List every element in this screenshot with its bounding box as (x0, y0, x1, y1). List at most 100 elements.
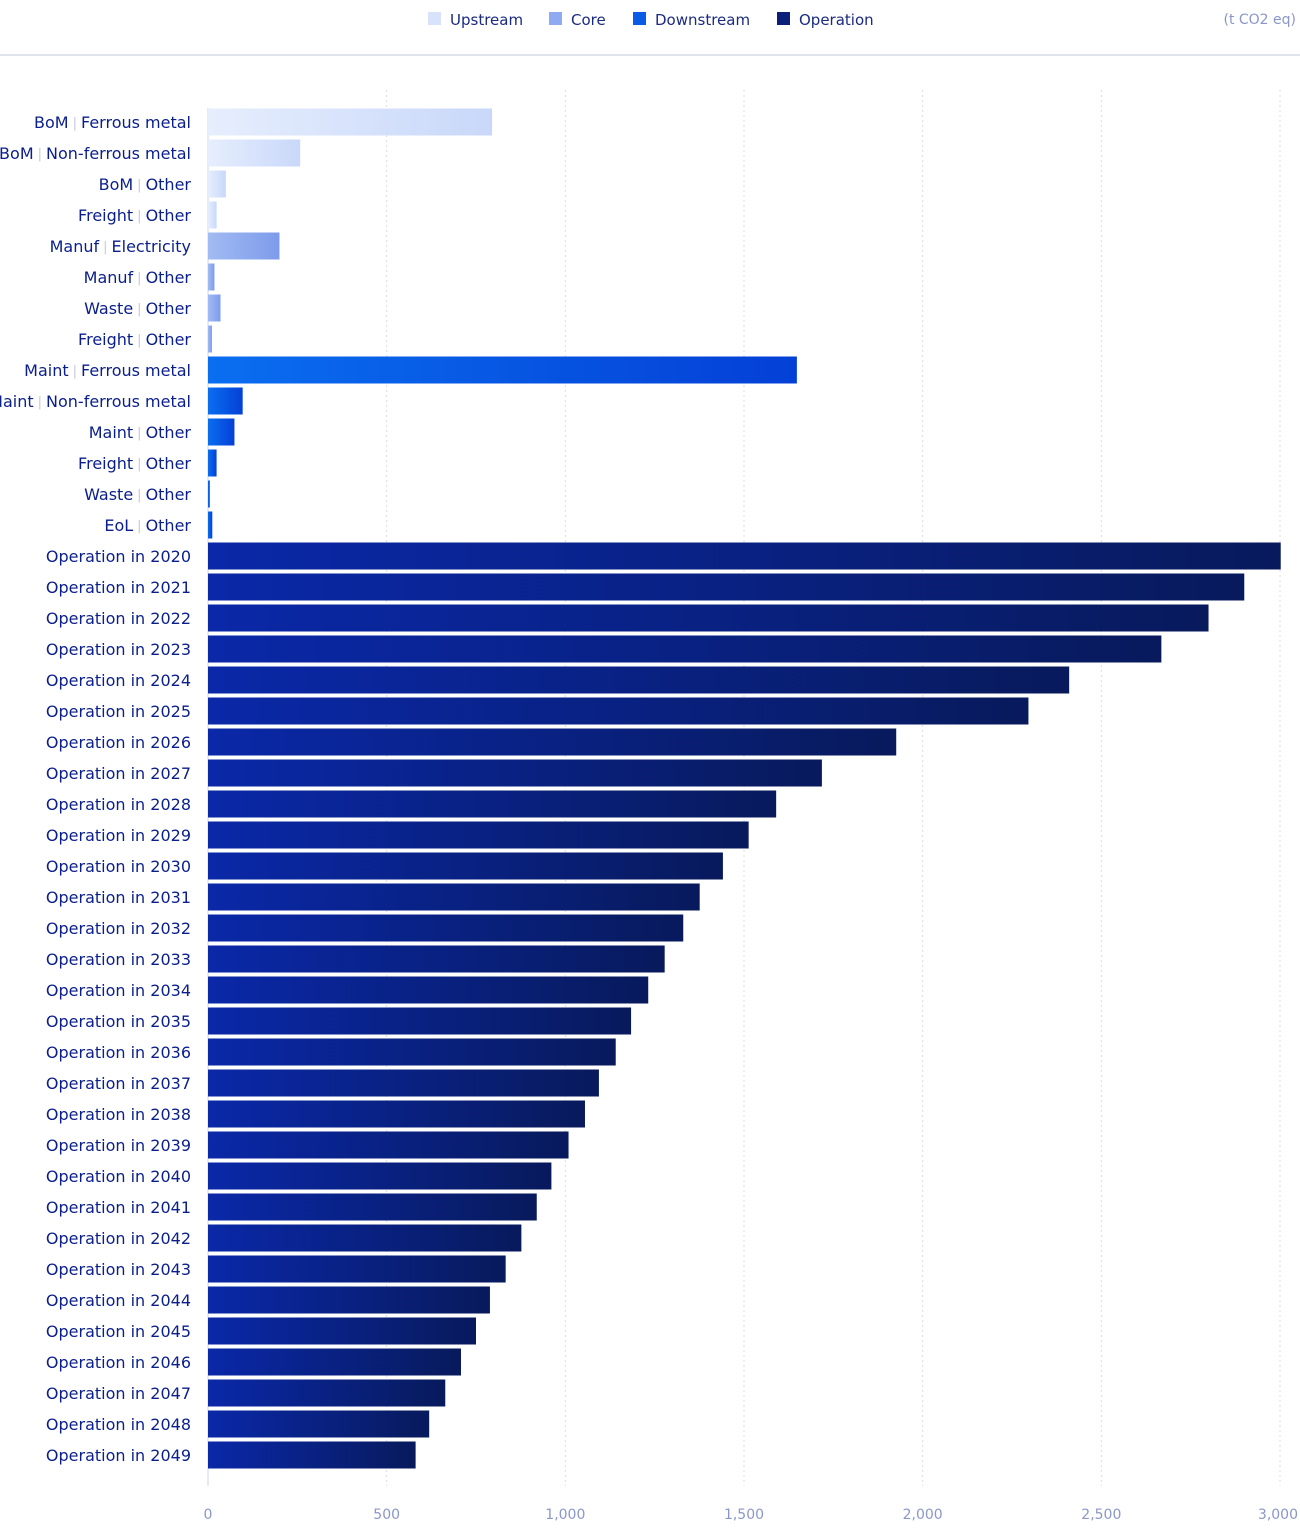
bars (208, 108, 1281, 1469)
bar (208, 1441, 416, 1469)
bar (208, 418, 235, 446)
x-tick-label: 1,000 (545, 1507, 585, 1523)
x-tick-label: 3,000 (1258, 1507, 1298, 1523)
bar (208, 1286, 490, 1314)
bar-label: Operation in 2024 (46, 671, 191, 690)
bar-label: Maint|Non-ferrous metal (0, 392, 191, 411)
bar-label: Operation in 2039 (46, 1136, 191, 1155)
bar (208, 263, 215, 291)
bar-label: Manuf | Electricity (50, 237, 191, 256)
bar-label: Waste | Other (84, 485, 191, 504)
bar-label: BoM | Other (99, 175, 192, 194)
bar-label: Operation in 2033 (46, 950, 191, 969)
bar (208, 1007, 632, 1035)
bar (208, 1100, 585, 1128)
bar (208, 883, 700, 911)
bar-label: Freight | Other (78, 206, 191, 225)
category-labels: BoM | Ferrous metal BoM | Non-ferrous metal Bo… (0, 113, 191, 1465)
bar (208, 170, 226, 198)
bar (208, 201, 217, 229)
x-tick-label: 500 (373, 1507, 400, 1523)
bar-label: Operation in 2035 (46, 1012, 191, 1031)
legend-swatch-operation (777, 12, 790, 25)
bar (208, 1224, 522, 1252)
bar-label: Operation in 2020 (46, 547, 191, 566)
bar-label: Operation in 2029 (46, 826, 191, 845)
x-tick-label: 0 (204, 1507, 213, 1523)
bar (208, 945, 665, 973)
bar-label: Operation in 2047 (46, 1384, 191, 1403)
bar (208, 1069, 599, 1097)
bar-label: Maint | Ferrous metal (24, 361, 191, 380)
bar (208, 356, 797, 384)
bar-label: Operation in 2043 (46, 1260, 191, 1279)
bar (208, 232, 280, 260)
bar-label: EoL | Other (104, 516, 191, 535)
legend-label-core: Core (571, 11, 606, 29)
legend-label-downstream: Downstream (655, 11, 750, 29)
bar-label: Operation in 2023 (46, 640, 191, 659)
legend-label-upstream: Upstream (450, 11, 523, 29)
bar (208, 449, 217, 477)
bar-label: Operation in 2032 (46, 919, 191, 938)
bar (208, 1255, 506, 1283)
bar (208, 480, 210, 508)
bar-label: BoM | Non-ferrous metal (0, 144, 191, 163)
legend-swatch-upstream (428, 12, 441, 25)
x-tick-label: 1,500 (724, 1507, 764, 1523)
bar-label: Operation in 2036 (46, 1043, 191, 1062)
bar-label: BoM | Ferrous metal (34, 113, 191, 132)
bar (208, 697, 1029, 725)
bar (208, 635, 1162, 663)
bar (208, 976, 649, 1004)
bar (208, 914, 684, 942)
bar (208, 728, 897, 756)
bar-label: Operation in 2022 (46, 609, 191, 628)
bar-label: Operation in 2041 (46, 1198, 191, 1217)
bar (208, 294, 221, 322)
bar-label: Operation in 2046 (46, 1353, 191, 1372)
bar-label: Operation in 2021 (46, 578, 191, 597)
bar-label: Operation in 2048 (46, 1415, 191, 1434)
legend: Upstream Core Downstream Operation (428, 11, 874, 29)
bar-label: Operation in 2034 (46, 981, 191, 1000)
bar-label: Operation in 2027 (46, 764, 191, 783)
bar-label: Freight | Other (78, 330, 191, 349)
bar (208, 139, 301, 167)
bar (208, 1348, 461, 1376)
bar (208, 108, 493, 136)
bar (208, 790, 777, 818)
legend-swatch-downstream (633, 12, 646, 25)
legend-swatch-core (549, 12, 562, 25)
bar (208, 821, 749, 849)
bar-label: Operation in 2038 (46, 1105, 191, 1124)
bar (208, 604, 1209, 632)
bar (208, 852, 723, 880)
bar-label: Operation in 2028 (46, 795, 191, 814)
bar (208, 1131, 569, 1159)
bar-label: Operation in 2031 (46, 888, 191, 907)
bar (208, 325, 212, 353)
bar (208, 1410, 430, 1438)
bar (208, 1038, 616, 1066)
bar-label: Waste | Other (84, 299, 191, 318)
bar (208, 1379, 446, 1407)
x-tick-label: 2,000 (903, 1507, 943, 1523)
bar (208, 542, 1281, 570)
bar (208, 1162, 552, 1190)
legend-label-operation: Operation (799, 11, 874, 29)
bar-label: Operation in 2045 (46, 1322, 191, 1341)
bar (208, 666, 1070, 694)
bar-label: Operation in 2037 (46, 1074, 191, 1093)
bar (208, 1317, 476, 1345)
unit-label: (t CO2 eq) (1223, 12, 1296, 28)
bar-label: Operation in 2040 (46, 1167, 191, 1186)
x-tick-label: 2,500 (1081, 1507, 1121, 1523)
bar-label: Operation in 2049 (46, 1446, 191, 1465)
bar-label: Operation in 2042 (46, 1229, 191, 1248)
bar (208, 511, 213, 539)
bar (208, 1193, 537, 1221)
bar (208, 573, 1245, 601)
bar-label: Freight | Other (78, 454, 191, 473)
